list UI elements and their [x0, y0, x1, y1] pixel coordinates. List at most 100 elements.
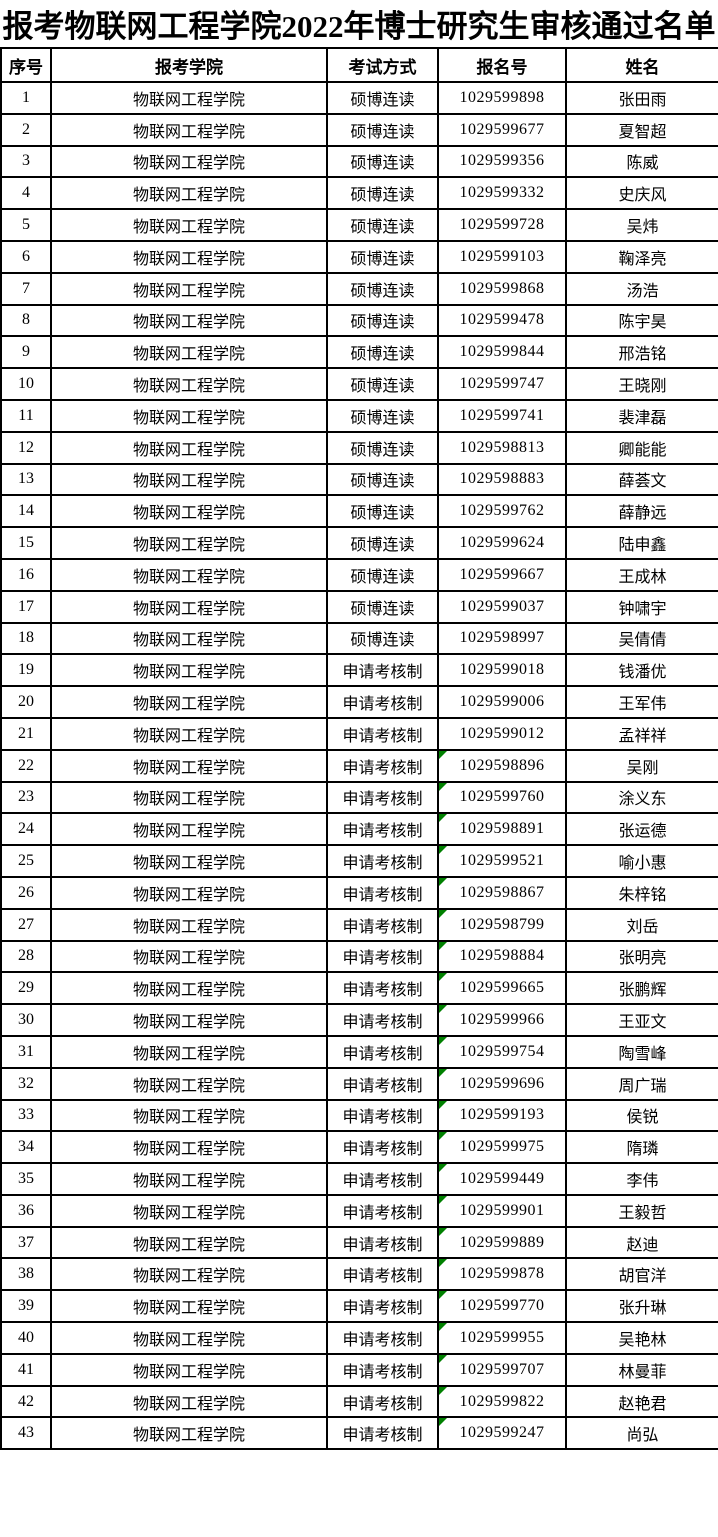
cell-college: 物联网工程学院 [50, 144, 328, 179]
page-title: 报考物联网工程学院2022年博士研究生审核通过名单 [2, 9, 716, 44]
cell-college: 物联网工程学院 [50, 1130, 328, 1165]
col-header-index: 序号 [0, 47, 52, 83]
cell-index: 16 [0, 557, 52, 592]
cell-college: 物联网工程学院 [50, 1384, 328, 1419]
cell-index: 29 [0, 971, 52, 1006]
cell-name: 史庆风 [565, 176, 718, 211]
col-header-name: 姓名 [565, 47, 718, 83]
cell-index: 19 [0, 653, 52, 688]
table-row: 2 物联网工程学院 硕博连读 1029599677 夏智超 [0, 112, 718, 147]
cell-reg-no: 1029599822 [437, 1384, 567, 1419]
cell-reg-no: 1029599707 [437, 1352, 567, 1387]
cell-index: 8 [0, 303, 52, 338]
cell-reg-no: 1029599868 [437, 271, 567, 306]
cell-college: 物联网工程学院 [50, 1289, 328, 1324]
cell-reg-no: 1029598883 [437, 462, 567, 497]
table-row: 16 物联网工程学院 硕博连读 1029599667 王成林 [0, 557, 718, 592]
cell-reg-no: 1029599018 [437, 653, 567, 688]
cell-reg-no: 1029598884 [437, 939, 567, 974]
table-body: 1 物联网工程学院 硕博连读 1029599898 张田雨 2 物联网工程学院 硕博连读 102… [0, 81, 718, 1451]
cell-exam-method: 申请考核制 [326, 748, 439, 783]
cell-college: 物联网工程学院 [50, 398, 328, 433]
cell-reg-no: 1029599696 [437, 1066, 567, 1101]
table-row: 37 物联网工程学院 申请考核制 1029599889 赵迪 [0, 1225, 718, 1260]
cell-index: 10 [0, 367, 52, 401]
cell-exam-method: 硕博连读 [326, 367, 439, 401]
cell-reg-no: 1029599103 [437, 239, 567, 274]
table-row: 32 物联网工程学院 申请考核制 1029599696 周广瑞 [0, 1066, 718, 1101]
cell-name: 王成林 [565, 557, 718, 592]
cell-name: 王毅哲 [565, 1193, 718, 1228]
cell-index: 17 [0, 589, 52, 624]
cell-reg-no: 1029598896 [437, 748, 567, 783]
cell-college: 物联网工程学院 [50, 875, 328, 910]
cell-index: 9 [0, 335, 52, 370]
cell-name: 尚弘 [565, 1416, 718, 1451]
cell-exam-method: 硕博连读 [326, 494, 439, 529]
table-row: 14 物联网工程学院 硕博连读 1029599762 薛静远 [0, 494, 718, 529]
cell-exam-method: 硕博连读 [326, 303, 439, 338]
cell-reg-no: 1029599844 [437, 335, 567, 370]
table-row: 15 物联网工程学院 硕博连读 1029599624 陆申鑫 [0, 526, 718, 560]
header-row: 序号 报考学院 考试方式 报名号 姓名 [0, 47, 718, 83]
cell-index: 23 [0, 780, 52, 815]
cell-exam-method: 申请考核制 [326, 1066, 439, 1101]
cell-exam-method: 申请考核制 [326, 812, 439, 847]
cell-exam-method: 硕博连读 [326, 526, 439, 560]
cell-name: 孟祥祥 [565, 716, 718, 751]
cell-reg-no: 1029598799 [437, 907, 567, 942]
cell-index: 41 [0, 1352, 52, 1387]
cell-college: 物联网工程学院 [50, 621, 328, 656]
cell-index: 1 [0, 81, 52, 115]
cell-name: 陶雪峰 [565, 1034, 718, 1069]
cell-college: 物联网工程学院 [50, 1098, 328, 1133]
col-header-college: 报考学院 [50, 47, 328, 83]
cell-name: 朱梓铭 [565, 875, 718, 910]
cell-reg-no: 1029599898 [437, 81, 567, 115]
cell-reg-no: 1029599667 [437, 557, 567, 592]
cell-reg-no: 1029598867 [437, 875, 567, 910]
cell-name: 夏智超 [565, 112, 718, 147]
cell-name: 吴炜 [565, 208, 718, 242]
cell-college: 物联网工程学院 [50, 271, 328, 306]
cell-college: 物联网工程学院 [50, 748, 328, 783]
cell-name: 汤浩 [565, 271, 718, 306]
cell-reg-no: 1029598997 [437, 621, 567, 656]
table-row: 25 物联网工程学院 申请考核制 1029599521 喻小惠 [0, 844, 718, 878]
cell-exam-method: 申请考核制 [326, 716, 439, 751]
cell-reg-no: 1029599760 [437, 780, 567, 815]
cell-reg-no: 1029599521 [437, 844, 567, 878]
cell-index: 18 [0, 621, 52, 656]
table-row: 24 物联网工程学院 申请考核制 1029598891 张运德 [0, 812, 718, 847]
table-row: 30 物联网工程学院 申请考核制 1029599966 王亚文 [0, 1003, 718, 1037]
table-row: 12 物联网工程学院 硕博连读 1029598813 卿能能 [0, 430, 718, 465]
table-row: 36 物联网工程学院 申请考核制 1029599901 王毅哲 [0, 1193, 718, 1228]
cell-index: 26 [0, 875, 52, 910]
cell-index: 31 [0, 1034, 52, 1069]
cell-reg-no: 1029599665 [437, 971, 567, 1006]
cell-college: 物联网工程学院 [50, 685, 328, 719]
cell-exam-method: 申请考核制 [326, 1289, 439, 1324]
cell-index: 38 [0, 1257, 52, 1292]
cell-exam-method: 申请考核制 [326, 875, 439, 910]
cell-exam-method: 申请考核制 [326, 907, 439, 942]
cell-exam-method: 申请考核制 [326, 1034, 439, 1069]
cell-college: 物联网工程学院 [50, 1162, 328, 1196]
table-row: 13 物联网工程学院 硕博连读 1029598883 薛荟文 [0, 462, 718, 497]
cell-college: 物联网工程学院 [50, 589, 328, 624]
table-row: 42 物联网工程学院 申请考核制 1029599822 赵艳君 [0, 1384, 718, 1419]
cell-index: 14 [0, 494, 52, 529]
cell-reg-no: 1029599747 [437, 367, 567, 401]
table-row: 5 物联网工程学院 硕博连读 1029599728 吴炜 [0, 208, 718, 242]
cell-name: 赵迪 [565, 1225, 718, 1260]
cell-name: 侯锐 [565, 1098, 718, 1133]
cell-name: 林曼菲 [565, 1352, 718, 1387]
cell-college: 物联网工程学院 [50, 1193, 328, 1228]
cell-college: 物联网工程学院 [50, 907, 328, 942]
cell-name: 钱潘优 [565, 653, 718, 688]
cell-reg-no: 1029599677 [437, 112, 567, 147]
cell-college: 物联网工程学院 [50, 844, 328, 878]
cell-college: 物联网工程学院 [50, 557, 328, 592]
cell-exam-method: 申请考核制 [326, 1225, 439, 1260]
cell-exam-method: 申请考核制 [326, 1416, 439, 1451]
